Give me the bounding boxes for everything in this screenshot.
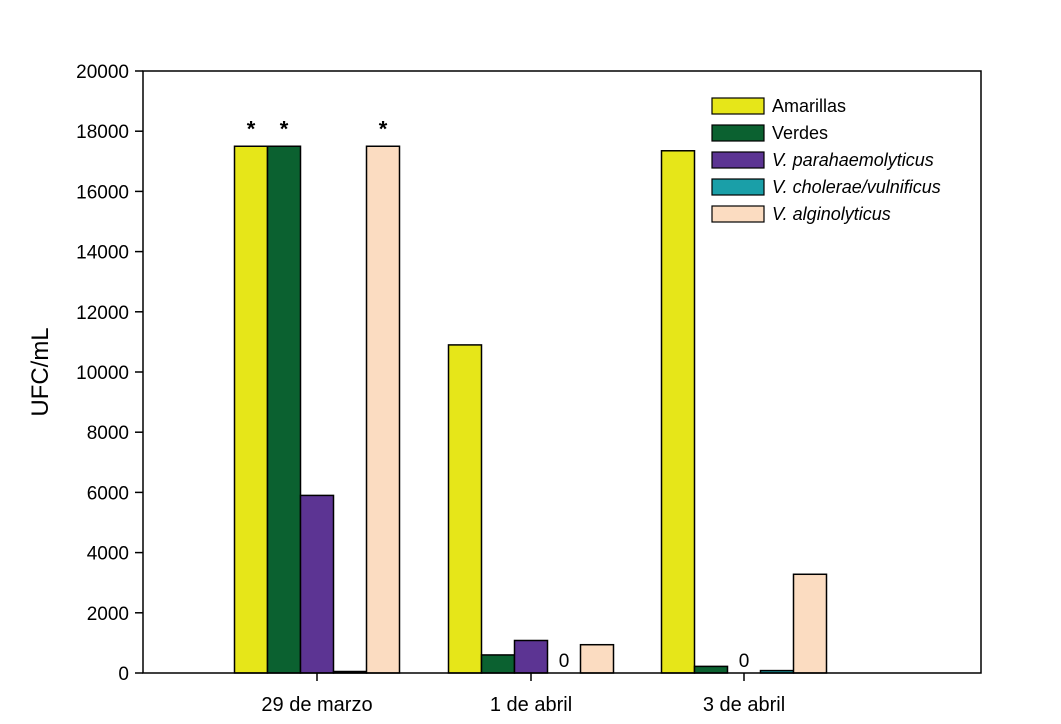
bar-verdes-2 <box>480 654 516 674</box>
bar-verdes-1 <box>266 145 302 674</box>
legend-swatch <box>711 205 765 223</box>
plot-area: * * * 0 0 <box>233 116 828 674</box>
legend-label: Verdes <box>772 123 828 143</box>
y-axis: 0 2000 4000 6000 8000 10000 12000 14000 16000 180… <box>76 62 143 685</box>
x-category-label: 1 de abril <box>490 694 572 716</box>
y-tick-label: 2000 <box>87 604 129 625</box>
bar-amarillas-2 <box>447 344 483 674</box>
y-tick-label: 6000 <box>87 483 129 504</box>
bar-v-alginolyticus-2 <box>579 643 615 674</box>
legend: Amarillas Verdes V. parahaemolyticus V. cho… <box>711 96 941 224</box>
significance-asterisk: * <box>280 116 289 141</box>
y-tick-label: 18000 <box>76 122 129 143</box>
x-category-label: 29 de marzo <box>261 694 372 716</box>
y-tick-label: 8000 <box>87 423 129 444</box>
y-tick-label: 10000 <box>76 363 129 384</box>
y-tick-label: 14000 <box>76 243 129 264</box>
bar-amarillas-3 <box>660 150 696 674</box>
significance-asterisk: * <box>247 116 256 141</box>
legend-swatch <box>711 151 765 169</box>
legend-swatch <box>711 178 765 196</box>
bar-v-parahaemolyticus-2 <box>513 639 549 674</box>
bar-v-parahaemolyticus-1 <box>299 494 335 674</box>
bar-verdes-3 <box>693 665 729 674</box>
legend-swatch <box>711 124 765 142</box>
legend-label: V. parahaemolyticus <box>772 150 934 170</box>
bar-v-alginolyticus-3 <box>792 573 828 674</box>
legend-label: Amarillas <box>772 96 846 116</box>
legend-label: V. alginolyticus <box>772 204 891 224</box>
y-tick-label: 20000 <box>76 62 129 83</box>
y-tick-label: 0 <box>118 664 129 685</box>
y-tick-label: 4000 <box>87 544 129 565</box>
y-tick-label: 12000 <box>76 303 129 324</box>
y-tick-label: 16000 <box>76 182 129 203</box>
x-axis: 29 de marzo 1 de abril 3 de abril <box>261 673 785 716</box>
legend-label: V. cholerae/vulnificus <box>772 177 941 197</box>
y-axis-title: UFC/mL <box>27 327 54 416</box>
bar-amarillas-1 <box>233 145 269 674</box>
x-category-label: 3 de abril <box>703 694 785 716</box>
zero-value-label: 0 <box>559 651 570 672</box>
zero-value-label: 0 <box>739 651 750 672</box>
significance-asterisk: * <box>379 116 388 141</box>
bar-v-alginolyticus-1 <box>365 145 401 674</box>
legend-swatch <box>711 97 765 115</box>
